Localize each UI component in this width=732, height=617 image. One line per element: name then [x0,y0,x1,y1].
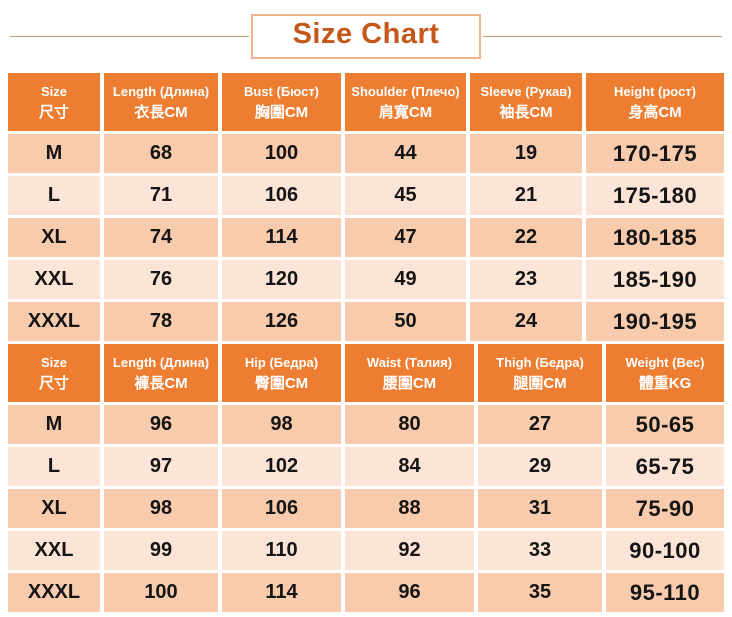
cell-length: 98 [104,489,218,528]
header-row: Size 尺寸 Length (Длина) 衣長CM Bust (Бюст) 胸圍C… [8,73,724,131]
table-row-xxl: XXL 99 110 92 33 90-100 [8,531,724,570]
cell-length: 96 [104,405,218,444]
cell-bust: 100 [222,134,341,173]
table-row-l: L 71 106 45 21 175-180 [8,176,724,215]
table-row-xxxl: XXXL 100 114 96 35 95-110 [8,573,724,612]
cell-length: 74 [104,218,218,257]
cell-size: XXL [8,531,100,570]
cell-waist: 92 [345,531,474,570]
cell-shoulder: 50 [345,302,466,341]
cell-thigh: 35 [478,573,602,612]
cell-length: 99 [104,531,218,570]
cell-shoulder: 49 [345,260,466,299]
cell-bust: 106 [222,176,341,215]
cell-length: 76 [104,260,218,299]
cell-sleeve: 24 [470,302,582,341]
cell-height: 185-190 [586,260,724,299]
table-row-m: M 68 100 44 19 170-175 [8,134,724,173]
header-row: Size 尺寸 Length (Длина) 褲長CM Hip (Бедра) 臀圍C… [8,344,724,402]
cell-shoulder: 45 [345,176,466,215]
cell-weight: 95-110 [606,573,724,612]
cell-size: XL [8,489,100,528]
cell-waist: 80 [345,405,474,444]
cell-sleeve: 21 [470,176,582,215]
cell-sleeve: 22 [470,218,582,257]
cell-length: 78 [104,302,218,341]
cell-weight: 50-65 [606,405,724,444]
title-band: Size Chart [0,2,732,70]
column-header-length: Length (Длина) 衣長CM [104,73,218,131]
column-header-sleeve: Sleeve (Рукав) 袖長CM [470,73,582,131]
cell-sleeve: 23 [470,260,582,299]
cell-hip: 110 [222,531,341,570]
cell-hip: 98 [222,405,341,444]
cell-height: 170-175 [586,134,724,173]
column-header-size: Size 尺寸 [8,73,100,131]
table-row-m: M 96 98 80 27 50-65 [8,405,724,444]
table-row-xxxl: XXXL 78 126 50 24 190-195 [8,302,724,341]
column-header-length: Length (Длина) 褲長CM [104,344,218,402]
cell-size: M [8,405,100,444]
table-row-xxl: XXL 76 120 49 23 185-190 [8,260,724,299]
cell-thigh: 31 [478,489,602,528]
cell-height: 190-195 [586,302,724,341]
cell-height: 180-185 [586,218,724,257]
cell-waist: 84 [345,447,474,486]
table-row-l: L 97 102 84 29 65-75 [8,447,724,486]
cell-height: 175-180 [586,176,724,215]
column-header-bust: Bust (Бюст) 胸圍CM [222,73,341,131]
column-header-hip: Hip (Бедра) 臀圍CM [222,344,341,402]
cell-thigh: 27 [478,405,602,444]
page-title: Size Chart [250,13,482,59]
table-row-xl: XL 74 114 47 22 180-185 [8,218,724,257]
bottom-garment-size-table: Size 尺寸 Length (Длина) 褲長CM Hip (Бедра) 臀圍C… [4,341,728,615]
cell-hip: 106 [222,489,341,528]
cell-weight: 90-100 [606,531,724,570]
cell-weight: 65-75 [606,447,724,486]
cell-size: XXXL [8,302,100,341]
cell-hip: 114 [222,573,341,612]
title-rule-right [483,35,723,37]
cell-size: M [8,134,100,173]
cell-size: XXXL [8,573,100,612]
table-row-xl: XL 98 106 88 31 75-90 [8,489,724,528]
cell-weight: 75-90 [606,489,724,528]
cell-size: L [8,447,100,486]
column-header-waist: Waist (Талия) 腰圍CM [345,344,474,402]
column-header-weight: Weight (Вес) 體重KG [606,344,724,402]
cell-bust: 114 [222,218,341,257]
cell-hip: 102 [222,447,341,486]
cell-size: XL [8,218,100,257]
column-header-size: Size 尺寸 [8,344,100,402]
cell-size: XXL [8,260,100,299]
cell-waist: 88 [345,489,474,528]
cell-shoulder: 44 [345,134,466,173]
cell-length: 71 [104,176,218,215]
cell-bust: 120 [222,260,341,299]
page-title-text: Size Chart [292,17,440,50]
top-garment-size-table: Size 尺寸 Length (Длина) 衣長CM Bust (Бюст) 胸圍C… [4,70,728,344]
cell-shoulder: 47 [345,218,466,257]
cell-bust: 126 [222,302,341,341]
cell-length: 100 [104,573,218,612]
cell-waist: 96 [345,573,474,612]
cell-length: 97 [104,447,218,486]
title-rule-left [10,35,249,37]
column-header-height: Height (рост) 身高CM [586,73,724,131]
cell-size: L [8,176,100,215]
cell-length: 68 [104,134,218,173]
column-header-shoulder: Shoulder (Плечо) 肩寬CM [345,73,466,131]
column-header-thigh: Thigh (Бедра) 腿圍CM [478,344,602,402]
cell-sleeve: 19 [470,134,582,173]
cell-thigh: 29 [478,447,602,486]
cell-thigh: 33 [478,531,602,570]
